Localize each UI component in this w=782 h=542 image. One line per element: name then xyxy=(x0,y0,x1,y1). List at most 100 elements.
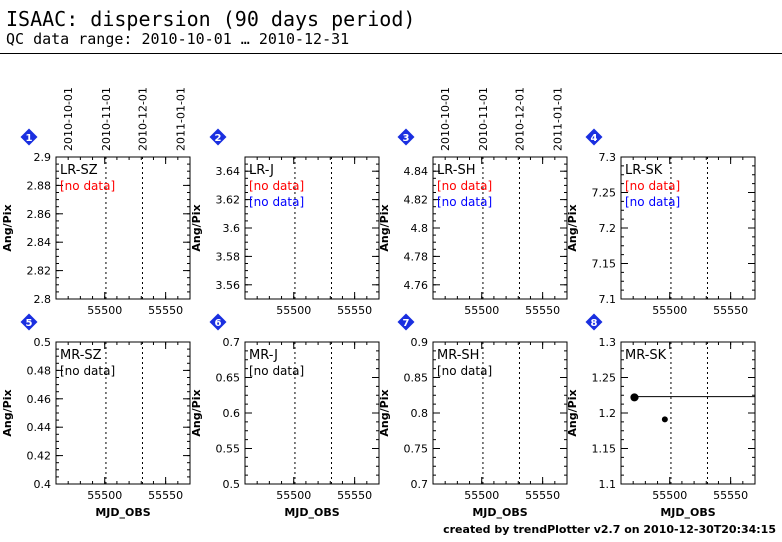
data-point xyxy=(661,416,668,423)
panel-badge-icon xyxy=(209,128,227,146)
x-tick-label: 55500 xyxy=(652,489,687,502)
y-tick-label: 0.7 xyxy=(411,478,429,491)
y-tick-label: 0.44 xyxy=(27,421,52,434)
no-data-label: [no data] xyxy=(249,179,304,193)
date-tick-label: 2011-01-01 xyxy=(174,87,187,151)
x-tick-label: 55500 xyxy=(87,489,122,502)
panel-label: LR-SH xyxy=(437,163,475,178)
panel-badge-icon xyxy=(397,128,415,146)
y-axis-label: Ang/Pix xyxy=(378,204,391,251)
y-tick-label: 1.3 xyxy=(599,336,617,349)
y-tick-label: 0.55 xyxy=(216,443,241,456)
y-tick-label: 4.8 xyxy=(411,222,429,235)
header-divider xyxy=(0,53,782,54)
y-tick-label: 1.15 xyxy=(592,443,617,456)
x-tick-label: 55500 xyxy=(276,489,311,502)
y-tick-label: 0.7 xyxy=(223,336,241,349)
panel-badge-icon xyxy=(209,313,227,331)
page-title: ISAAC: dispersion (90 days period) xyxy=(6,7,416,31)
x-tick-label: 55550 xyxy=(148,489,183,502)
panel-1: 2.8 2.82 2.84 2.86 2.88 2.9 55500 55550 2010-10-… xyxy=(1,87,191,317)
y-tick-label: 4.84 xyxy=(404,165,429,178)
y-tick-label: 1.1 xyxy=(599,478,617,491)
panel-badge-number: 1 xyxy=(26,133,33,144)
x-tick-label: 55500 xyxy=(87,304,122,317)
y-tick-label: 0.46 xyxy=(27,393,52,406)
y-axis-label: Ang/Pix xyxy=(190,389,203,436)
x-axis-label: MJD_OBS xyxy=(660,506,715,519)
panel-badge-number: 4 xyxy=(591,133,598,144)
y-tick-label: 7.2 xyxy=(599,222,617,235)
x-tick-label: 55500 xyxy=(464,304,499,317)
date-tick-label: 2010-10-01 xyxy=(439,87,452,151)
y-tick-label: 2.9 xyxy=(34,151,52,164)
no-data-label: [no data] xyxy=(625,195,680,209)
panel-7: 0.7 0.75 0.8 0.85 0.9 55500 55550 Ang/Pix MJD_OB… xyxy=(378,313,568,519)
y-tick-label: 0.9 xyxy=(411,336,429,349)
y-tick-label: 3.58 xyxy=(216,250,241,263)
y-tick-label: 0.85 xyxy=(404,372,429,385)
y-tick-label: 7.25 xyxy=(592,187,617,200)
panel-badge-number: 5 xyxy=(26,318,33,329)
panel-badge-icon xyxy=(585,128,603,146)
panel-6: 0.5 0.55 0.6 0.65 0.7 55500 55550 Ang/Pix MJD_OB… xyxy=(190,313,380,519)
page-subtitle: QC data range: 2010-10-01 … 2010-12-31 xyxy=(6,30,350,48)
panel-badge-number: 7 xyxy=(403,318,410,329)
y-axis-label: Ang/Pix xyxy=(566,389,579,436)
y-tick-label: 1.2 xyxy=(599,407,617,420)
panel-4: 7.1 7.15 7.2 7.25 7.3 55500 55550 Ang/Pix 4 LR-SK… xyxy=(566,128,756,317)
panel-badge-number: 6 xyxy=(215,318,222,329)
y-axis-label: Ang/Pix xyxy=(1,204,14,251)
y-tick-label: 0.5 xyxy=(223,478,241,491)
y-tick-label: 4.76 xyxy=(404,279,429,292)
panel-badge-icon xyxy=(397,313,415,331)
panel-label: LR-J xyxy=(249,163,274,178)
date-tick-label: 2010-11-01 xyxy=(477,87,490,151)
y-tick-label: 7.15 xyxy=(592,258,617,271)
panel-label: MR-SK xyxy=(625,348,667,363)
no-data-label: [no data] xyxy=(437,364,492,378)
x-tick-label: 55550 xyxy=(525,304,560,317)
date-tick-label: 2010-11-01 xyxy=(100,87,113,151)
x-tick-label: 55550 xyxy=(337,304,372,317)
y-tick-label: 2.8 xyxy=(34,293,52,306)
x-tick-label: 55500 xyxy=(276,304,311,317)
x-axis-label: MJD_OBS xyxy=(472,506,527,519)
y-tick-label: 1.25 xyxy=(592,372,617,385)
y-tick-label: 3.56 xyxy=(216,279,241,292)
no-data-label: [no data] xyxy=(249,195,304,209)
x-tick-label: 55500 xyxy=(464,489,499,502)
no-data-label: [no data] xyxy=(625,179,680,193)
y-tick-label: 7.1 xyxy=(599,293,617,306)
y-tick-label: 0.4 xyxy=(34,478,52,491)
panel-label: LR-SK xyxy=(625,163,663,178)
x-tick-label: 55500 xyxy=(652,304,687,317)
data-point xyxy=(632,394,639,401)
y-tick-label: 3.64 xyxy=(216,165,241,178)
panel-5: 0.4 0.42 0.44 0.46 0.48 0.5 55500 55550 Ang/Pix M… xyxy=(1,313,191,519)
y-tick-label: 0.48 xyxy=(27,364,52,377)
panel-badge-number: 8 xyxy=(591,318,598,329)
panel-badge-number: 2 xyxy=(215,133,222,144)
x-axis-label: MJD_OBS xyxy=(95,506,150,519)
y-tick-label: 2.84 xyxy=(27,236,52,249)
footer-credit: created by trendPlotter v2.7 on 2010-12-… xyxy=(443,523,776,536)
x-tick-label: 55550 xyxy=(713,304,748,317)
no-data-label: [no data] xyxy=(249,364,304,378)
y-tick-label: 0.6 xyxy=(223,407,241,420)
y-tick-label: 4.82 xyxy=(404,194,429,207)
y-tick-label: 4.78 xyxy=(404,250,429,263)
y-axis-label: Ang/Pix xyxy=(566,204,579,251)
date-tick-label: 2010-10-01 xyxy=(62,87,75,151)
y-tick-label: 2.88 xyxy=(27,179,52,192)
x-tick-label: 55550 xyxy=(525,489,560,502)
panel-3: 4.76 4.78 4.8 4.82 4.84 55500 55550 2010-10-01 2… xyxy=(378,87,568,317)
x-tick-label: 55550 xyxy=(337,489,372,502)
panel-label: MR-J xyxy=(249,348,278,363)
x-axis-label: MJD_OBS xyxy=(284,506,339,519)
no-data-label: [no data] xyxy=(437,179,492,193)
y-tick-label: 0.8 xyxy=(411,407,429,420)
x-tick-label: 55550 xyxy=(148,304,183,317)
no-data-label: [no data] xyxy=(437,195,492,209)
